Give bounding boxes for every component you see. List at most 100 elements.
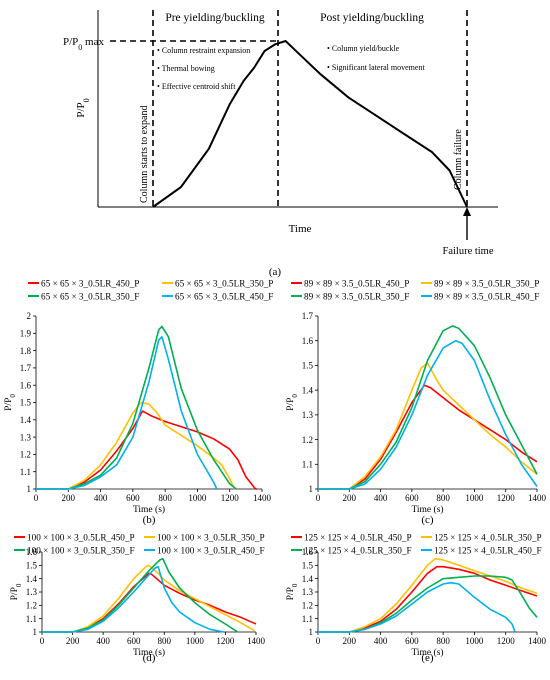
panel-b-y-tick-label: 1.8 [20,346,32,356]
panel-b-x-tick-label: 200 [62,493,76,503]
panel-d-y-tick-label: 1.1 [26,614,37,624]
panel-a-peak-label: P/P0 max [63,36,104,52]
panel-d-y-tick-label: 1 [33,627,38,637]
panel-d-legend-label: 100 × 100 × 3_0.5LR_350_P [157,533,265,543]
panel-d-legend-label: 100 × 100 × 3_0.5LR_350_F [27,546,135,556]
panel-c-x-tick-label: 1000 [465,493,484,503]
panel-c-x-tick-label: 0 [316,493,321,503]
panel-d-y-tick-label: 1.6 [26,547,38,557]
pre-note-3: • Effective centroid shift [157,82,236,91]
panel-e-legend-label: 125 × 125 × 4_0.5LR_450_F [434,546,542,556]
panel-d-y-tick-label: 1.4 [26,574,38,584]
panel-b-y-tick-label: 1.7 [20,363,32,373]
panel-d-legend-entry: 100 × 100 × 3_0.5LR_450_F [144,546,265,556]
panel-a-caption: (a) [269,266,282,278]
panel-e-legend-entry: 125 × 125 × 4_0.5LR_450_F [421,546,542,556]
panel-d-caption: (d) [143,652,156,664]
panel-b-legend-label: 65 × 65 × 3_0.5LR_450_F [175,292,273,302]
panel-d-legend-label: 100 × 100 × 3_0.5LR_450_P [27,533,135,543]
panel-d-legend-label: 100 × 100 × 3_0.5LR_450_F [157,546,265,556]
panel-e-x-tick-label: 1200 [497,636,516,646]
panel-b-y-tick-label: 1.4 [20,415,32,425]
panel-c-xlabel: Time (s) [411,504,443,515]
panel-b-y-tick-label: 1 [27,484,32,494]
failure-time-label: Failure time [442,246,493,257]
panel-c-series-line [318,339,538,490]
panel-e-y-tick-label: 1.3 [302,587,314,597]
panel-c-x-tick-label: 1400 [528,493,547,503]
panel-e-x-tick-label: 400 [374,636,388,646]
panel-d-x-tick-label: 600 [127,636,141,646]
panel-c-legend-label: 89 × 89 × 3.5_0.5LR_350_F [304,292,409,302]
panel-c-series-line [318,384,538,490]
pre-note-2: • Thermal bowing [157,64,215,73]
panel-d-x-tick-label: 0 [40,636,45,646]
panel-e-y-tick-label: 1 [309,627,314,637]
panel-b-legend-label: 65 × 65 × 3_0.5LR_350_F [41,292,139,302]
panel-e-legend-entry: 125 × 125 × 4_0.5LR_350_F [291,546,412,556]
panel-d-legend-entry: 100 × 100 × 3_0.5LR_350_F [14,546,135,556]
panel-c-legend-entry: 89 × 89 × 3.5_0.5LR_450_F [421,292,539,302]
panel-e-ylabel: P/P0 [286,583,299,600]
panel-b-x-tick-label: 600 [126,493,140,503]
panel-e-x-tick-label: 0 [316,636,321,646]
panel-d-x-tick-label: 1000 [186,636,205,646]
failure-arrow-head [463,207,471,216]
panel-c-y-tick-label: 1.2 [302,435,313,445]
panel-b-caption: (b) [143,514,156,526]
panel-b-x-tick-label: 0 [34,493,39,503]
panel-b-y-tick-label: 2 [27,311,32,321]
panel-a-xlabel: Time [289,223,312,235]
panel-b-y-tick-label: 1.5 [20,398,32,408]
region-post-label: Post yielding/buckling [320,12,424,24]
panel-b-series-line [36,401,236,490]
post-note-1: • Column yield/buckle [327,44,400,53]
panel-b-legend-label: 65 × 65 × 3_0.5LR_450_P [41,279,139,289]
left-vline-label: Column starts to expand [139,106,150,204]
panel-e-legend-label: 125 × 125 × 4_0.5LR_450_P [304,533,412,543]
panel-e-chart: 125 × 125 × 4_0.5LR_450_P 125 × 125 × 4_0… [286,533,547,665]
panel-c-y-tick-label: 1.5 [302,361,314,371]
panel-e-y-tick-label: 1.2 [302,601,313,611]
panel-b-y-tick-label: 1.9 [20,329,32,339]
panel-b-series-line [36,336,218,490]
panel-c-x-tick-label: 800 [436,493,450,503]
panel-b-series-line [36,325,237,490]
panel-d-series-line [42,557,239,633]
panel-b-y-tick-label: 1.6 [20,380,32,390]
panel-b-x-tick-label: 1000 [188,493,207,503]
panel-c-x-tick-label: 600 [405,493,419,503]
panel-e-legend-label: 125 × 125 × 4_0.5LR_350_P [434,533,542,543]
panel-a-load-curve [152,39,468,208]
panel-a-schematic: P/P0 max P/P0 Time Pre yielding/buckling… [63,10,498,278]
panel-b-ylabel: P/P0 [4,394,17,411]
panel-d-x-tick-label: 1200 [216,636,235,646]
panel-c-y-tick-label: 1.7 [302,311,314,321]
panel-c-y-tick-label: 1.6 [302,336,314,346]
panel-d-x-tick-label: 400 [96,636,110,646]
panel-c-legend-entry: 89 × 89 × 3.5_0.5LR_350_P [421,279,539,289]
panel-b-legend-entry: 65 × 65 × 3_0.5LR_350_P [162,279,273,289]
panel-c-legend-label: 89 × 89 × 3.5_0.5LR_450_F [434,292,539,302]
panel-b-y-tick-label: 1.3 [20,432,32,442]
panel-c-legend-label: 89 × 89 × 3.5_0.5LR_450_P [304,279,409,289]
panel-d-y-tick-label: 1.3 [26,587,38,597]
panel-c-legend-entry: 89 × 89 × 3.5_0.5LR_450_P [291,279,409,289]
panel-c-chart: 89 × 89 × 3.5_0.5LR_450_P 89 × 89 × 3.5_0… [286,279,547,527]
panel-b-x-tick-label: 800 [158,493,172,503]
panel-e-legend-entry: 125 × 125 × 4_0.5LR_350_P [421,533,542,543]
panel-e-y-tick-label: 1.5 [302,561,314,571]
panel-b-legend-entry: 65 × 65 × 3_0.5LR_450_P [28,279,139,289]
pre-note-1: • Column restraint expansion [157,46,250,55]
panel-e-series-line [318,581,516,633]
panel-b-legend-entry: 65 × 65 × 3_0.5LR_450_F [162,292,273,302]
result-charts: 65 × 65 × 3_0.5LR_450_P 65 × 65 × 3_0.5LR… [4,279,547,665]
panel-d-x-tick-label: 1400 [247,636,266,646]
panel-d-series-line [42,565,225,633]
panel-b-x-tick-label: 1400 [253,493,272,503]
panel-b-chart: 65 × 65 × 3_0.5LR_450_P 65 × 65 × 3_0.5LR… [4,279,273,527]
panel-b-legend-entry: 65 × 65 × 3_0.5LR_350_F [28,292,139,302]
panel-c-y-tick-label: 1 [309,484,314,494]
panel-b-series-line [36,410,258,490]
